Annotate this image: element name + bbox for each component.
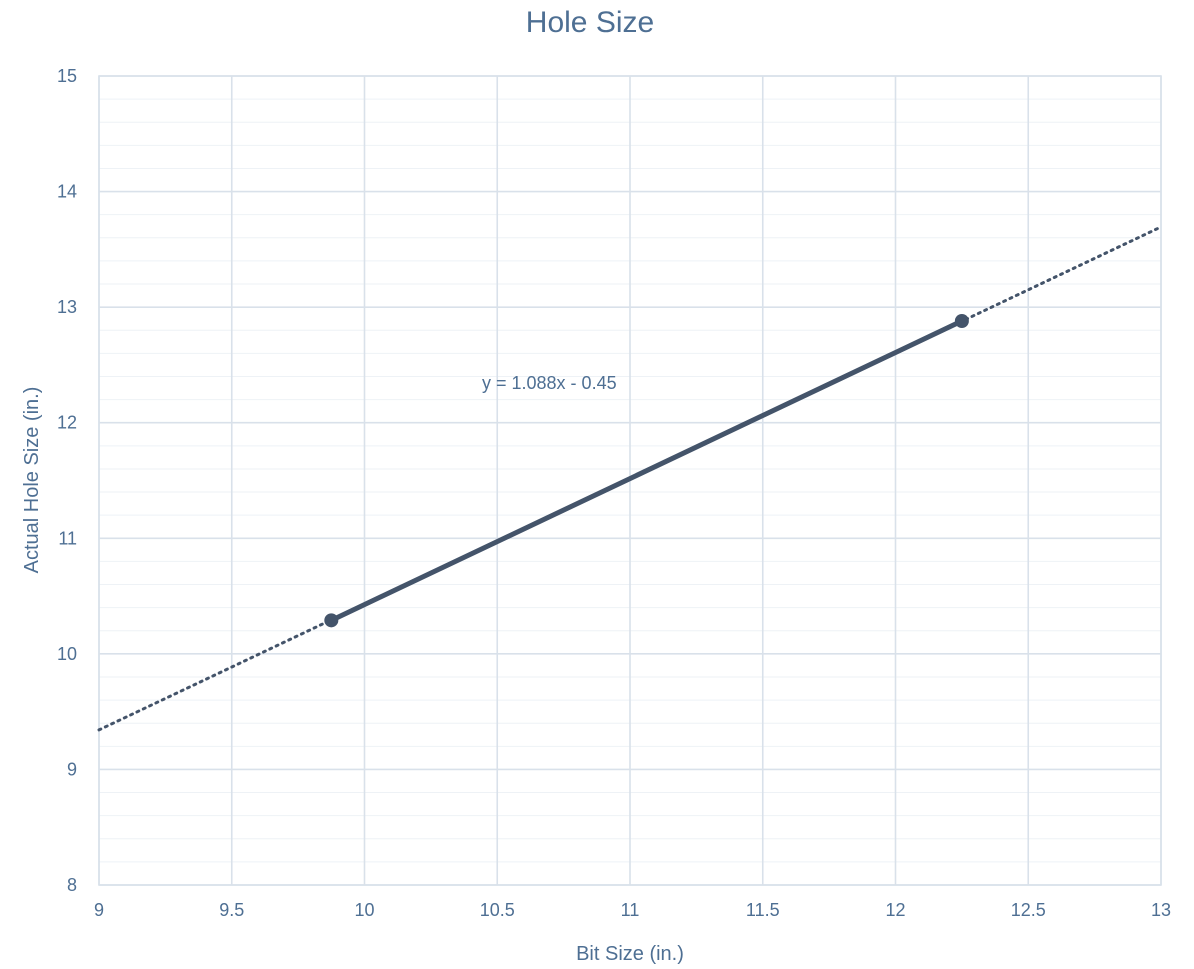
data-point	[954, 314, 969, 329]
x-tick-label: 9	[94, 900, 104, 920]
x-tick-label: 9.5	[219, 900, 244, 920]
x-tick-label: 11	[621, 900, 640, 920]
y-tick-label: 8	[67, 875, 77, 895]
x-axis-title: Bit Size (in.)	[576, 943, 684, 965]
trendline-equation: y = 1.088x - 0.45	[482, 373, 617, 393]
x-tick-label: 12	[885, 900, 905, 920]
x-tick-label: 11.5	[746, 900, 780, 920]
data-point	[324, 613, 339, 628]
y-tick-label: 10	[57, 644, 77, 664]
y-tick-label: 9	[67, 759, 77, 779]
x-tick-label: 10	[354, 900, 374, 920]
y-axis-tick-labels: 8 9 10 11 12 13 14 15	[57, 66, 77, 895]
x-axis-tick-labels: 9 9.5 10 10.5 11 11.5 12 12.5 13	[94, 900, 1171, 920]
plot-area	[98, 75, 1162, 886]
x-tick-label: 13	[1151, 900, 1171, 920]
series-layer	[324, 314, 969, 628]
y-tick-label: 15	[57, 66, 77, 86]
series-line	[328, 318, 965, 623]
y-tick-label: 12	[57, 413, 77, 433]
x-tick-label: 12.5	[1011, 900, 1046, 920]
x-tick-label: 10.5	[480, 900, 515, 920]
chart-title: Hole Size	[526, 6, 654, 39]
y-tick-label: 11	[58, 528, 77, 548]
y-tick-label: 14	[57, 182, 77, 202]
y-axis-title: Actual Hole Size (in.)	[21, 387, 43, 574]
y-tick-label: 13	[57, 297, 77, 317]
